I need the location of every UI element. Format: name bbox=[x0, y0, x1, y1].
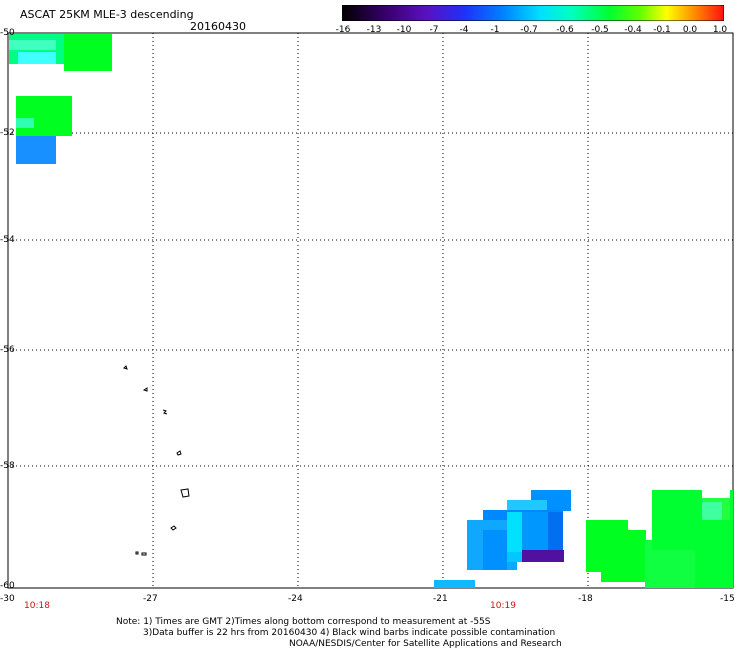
gridlines bbox=[8, 33, 733, 588]
colorbar-label: 0.0 bbox=[682, 25, 698, 35]
swath-bottom-center bbox=[434, 490, 571, 588]
colorbar-label: -0.4 bbox=[624, 25, 642, 35]
colorbar-label: -0.7 bbox=[520, 25, 538, 35]
colorbar-label: -0.1 bbox=[653, 25, 671, 35]
island-outlines bbox=[123, 365, 190, 556]
map-date: 20160430 bbox=[190, 20, 246, 33]
x-axis-label: -24 bbox=[288, 594, 303, 604]
colorbar-label: -7 bbox=[429, 25, 439, 35]
colorbar-label: -0.5 bbox=[591, 25, 609, 35]
colorbar-label: -4 bbox=[459, 25, 469, 35]
y-axis-label: -60 bbox=[0, 581, 15, 591]
map-plot bbox=[7, 32, 734, 589]
colorbar-label: -16 bbox=[335, 25, 351, 35]
colorbar bbox=[342, 5, 724, 21]
plot-frame bbox=[7, 32, 734, 589]
y-axis-label: -52 bbox=[0, 128, 15, 138]
colorbar-label: -0.6 bbox=[556, 25, 574, 35]
time-label: 10:19 bbox=[490, 601, 516, 611]
colorbar-label: -10 bbox=[396, 25, 412, 35]
y-axis-label: -58 bbox=[0, 461, 15, 471]
colorbar-label: 1.0 bbox=[712, 25, 728, 35]
colorbar-label: -1 bbox=[490, 25, 500, 35]
y-axis-label: -50 bbox=[0, 28, 15, 38]
map-title: ASCAT 25KM MLE-3 descending bbox=[20, 8, 194, 21]
note-line-2: 3)Data buffer is 22 hrs from 20160430 4)… bbox=[143, 628, 556, 638]
note-line-1: Note: 1) Times are GMT 2)Times along bot… bbox=[116, 617, 491, 627]
swath-top-left bbox=[9, 34, 112, 71]
y-axis-label: -56 bbox=[0, 345, 15, 355]
x-axis-label: -15 bbox=[720, 594, 735, 604]
x-axis-label: -21 bbox=[433, 594, 448, 604]
note-line-3: NOAA/NESDIS/Center for Satellite Applica… bbox=[289, 639, 562, 649]
colorbar-label: -13 bbox=[366, 25, 382, 35]
y-axis-label: -54 bbox=[0, 235, 15, 245]
x-axis-label: -18 bbox=[578, 594, 593, 604]
time-label: 10:18 bbox=[24, 601, 50, 611]
swath-upper-left bbox=[16, 96, 72, 164]
x-axis-label: -27 bbox=[143, 594, 158, 604]
x-axis-label: -30 bbox=[0, 594, 15, 604]
colorbar-labels: -16 -13 -10 -7 -4 -1 -0.7 -0.6 -0.5 -0.4… bbox=[330, 25, 730, 37]
swath-bottom-right bbox=[586, 490, 733, 588]
